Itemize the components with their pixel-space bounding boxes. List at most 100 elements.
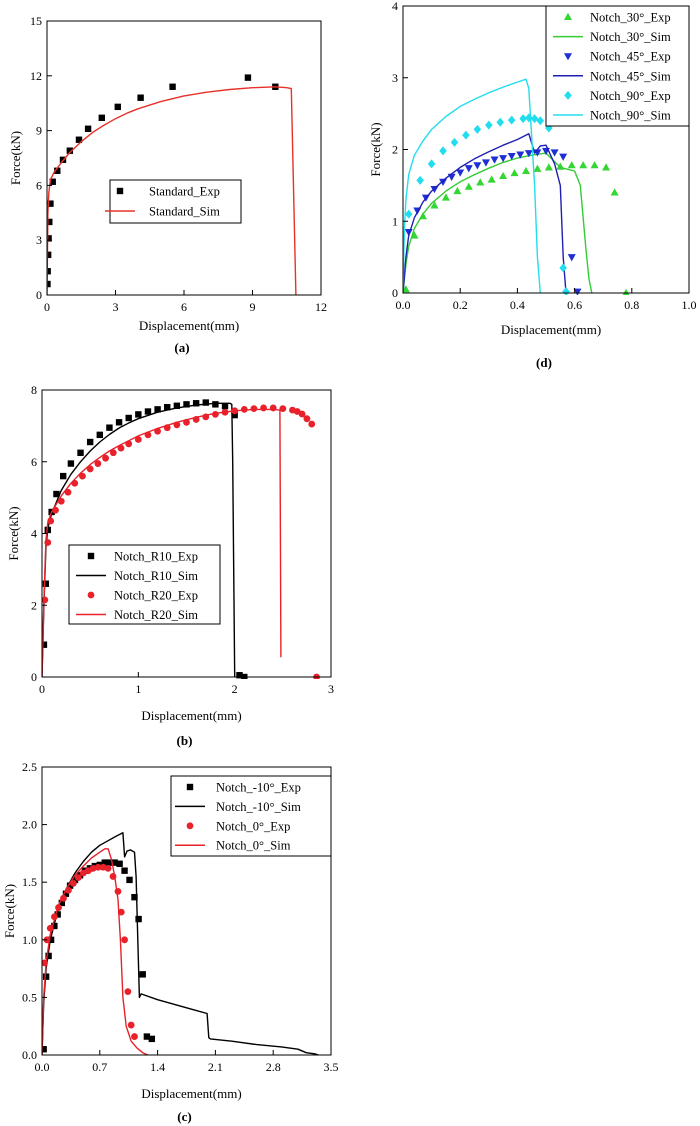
data-point bbox=[134, 436, 142, 443]
data-point bbox=[104, 864, 112, 872]
legend-d: Notch_30°_Exp Notch_30°_Sim Notch_45°_Exp N… bbox=[545, 5, 690, 127]
data-point bbox=[521, 166, 530, 175]
series-line-b-3 bbox=[42, 408, 282, 678]
data-point bbox=[116, 860, 123, 867]
plot-area-b bbox=[42, 399, 320, 679]
series-points-d-0 bbox=[403, 161, 630, 295]
data-point bbox=[544, 163, 553, 171]
data-point bbox=[169, 83, 176, 90]
series-line-d-3 bbox=[403, 132, 567, 294]
data-point bbox=[139, 971, 146, 978]
data-point bbox=[131, 1033, 138, 1040]
data-point bbox=[202, 399, 209, 406]
data-point bbox=[308, 420, 316, 428]
x-tick-label: 0.2 bbox=[453, 298, 468, 312]
chart-panel-c: 0.0 0.7 1.4 2.1 2.8 3.5 0.0 0.5 1.0 1.5 2.0 2.5 Disp… bbox=[2, 760, 339, 1124]
data-point bbox=[279, 405, 287, 413]
data-point bbox=[143, 1033, 151, 1040]
data-point bbox=[77, 449, 84, 456]
data-point bbox=[84, 125, 92, 132]
x-tick-label: 3 bbox=[328, 682, 334, 696]
legend-entry: Notch_R20_Exp bbox=[114, 589, 198, 603]
data-point bbox=[430, 201, 439, 209]
data-point bbox=[109, 449, 117, 457]
data-point bbox=[47, 200, 54, 207]
data-point bbox=[236, 672, 243, 679]
data-point bbox=[127, 1021, 135, 1029]
data-point bbox=[507, 115, 516, 125]
data-point bbox=[473, 162, 482, 170]
x-tick-label: 1.4 bbox=[150, 1060, 165, 1074]
data-point bbox=[126, 876, 133, 884]
data-point bbox=[94, 460, 102, 467]
plot-area-c bbox=[42, 832, 319, 1056]
data-point bbox=[54, 911, 61, 918]
plot-frame-c bbox=[41, 766, 332, 1056]
data-point bbox=[192, 400, 200, 407]
series-points-c-2 bbox=[42, 863, 138, 1040]
x-tick-label: 2.1 bbox=[208, 1060, 223, 1074]
data-point bbox=[114, 103, 121, 111]
series-line-a-1 bbox=[47, 86, 297, 296]
series-line-b-1 bbox=[42, 402, 236, 678]
legend-c: Notch_-10°_Exp Notch_-10°_Sim Notch_0°_Exp… bbox=[170, 775, 332, 857]
y-tick-label: 9 bbox=[36, 124, 42, 138]
data-point bbox=[450, 137, 459, 147]
legend-entry: Notch_30°_Exp bbox=[590, 11, 671, 25]
data-point bbox=[533, 164, 542, 172]
data-point bbox=[101, 859, 108, 866]
data-point bbox=[439, 146, 447, 156]
data-point bbox=[86, 465, 94, 473]
legend-entry: Notch_R10_Exp bbox=[114, 550, 198, 564]
data-point bbox=[131, 893, 138, 901]
legend-marker-swatch bbox=[87, 552, 95, 560]
data-point bbox=[121, 867, 128, 874]
legend-box bbox=[109, 179, 242, 224]
y-tick-label: 2 bbox=[31, 598, 37, 612]
legend-marker-swatch bbox=[564, 12, 572, 20]
data-point bbox=[416, 175, 424, 185]
data-point bbox=[476, 178, 485, 186]
data-point bbox=[298, 410, 306, 418]
data-point bbox=[212, 401, 219, 408]
legend-marker-swatch bbox=[87, 591, 95, 599]
plot-frame-a bbox=[46, 20, 322, 296]
x-tick-label: 0.0 bbox=[35, 1060, 50, 1074]
data-point bbox=[240, 405, 248, 413]
x-tick-label: 0.4 bbox=[510, 298, 525, 312]
data-point bbox=[94, 863, 102, 871]
series-points-d-2 bbox=[404, 147, 582, 295]
data-point bbox=[47, 235, 52, 242]
y-tick-label: 0.0 bbox=[22, 1048, 37, 1062]
legend-entry: Notch_90°_Sim bbox=[590, 109, 671, 123]
y-tick-label: 6 bbox=[36, 178, 42, 192]
x-axis-label: Displacement(mm) bbox=[139, 318, 239, 333]
data-point bbox=[241, 673, 248, 679]
data-point bbox=[62, 890, 70, 897]
data-point bbox=[562, 287, 570, 295]
panel-label: (c) bbox=[177, 1109, 191, 1124]
data-point bbox=[125, 414, 132, 422]
data-point bbox=[66, 147, 74, 154]
data-point bbox=[516, 151, 525, 159]
y-axis-label: Force(kN) bbox=[8, 131, 23, 185]
y-tick-label: 6 bbox=[31, 455, 37, 469]
data-point bbox=[121, 936, 128, 944]
data-point bbox=[499, 171, 508, 180]
data-point bbox=[231, 411, 238, 419]
data-point bbox=[496, 117, 505, 127]
data-point bbox=[453, 186, 462, 195]
series-points-b-2 bbox=[42, 404, 320, 679]
y-tick-label: 1.0 bbox=[22, 933, 37, 947]
data-point bbox=[42, 596, 49, 604]
data-point bbox=[98, 114, 105, 122]
y-tick-label: 0 bbox=[392, 286, 398, 300]
data-point bbox=[303, 415, 311, 423]
plot-area-d bbox=[403, 78, 630, 295]
x-axis-label: Displacement(mm) bbox=[501, 322, 601, 337]
data-point bbox=[47, 218, 53, 226]
legend-marker-swatch bbox=[186, 822, 194, 830]
data-point bbox=[135, 915, 142, 923]
data-point bbox=[567, 161, 576, 169]
y-tick-label: 2.5 bbox=[22, 760, 37, 774]
